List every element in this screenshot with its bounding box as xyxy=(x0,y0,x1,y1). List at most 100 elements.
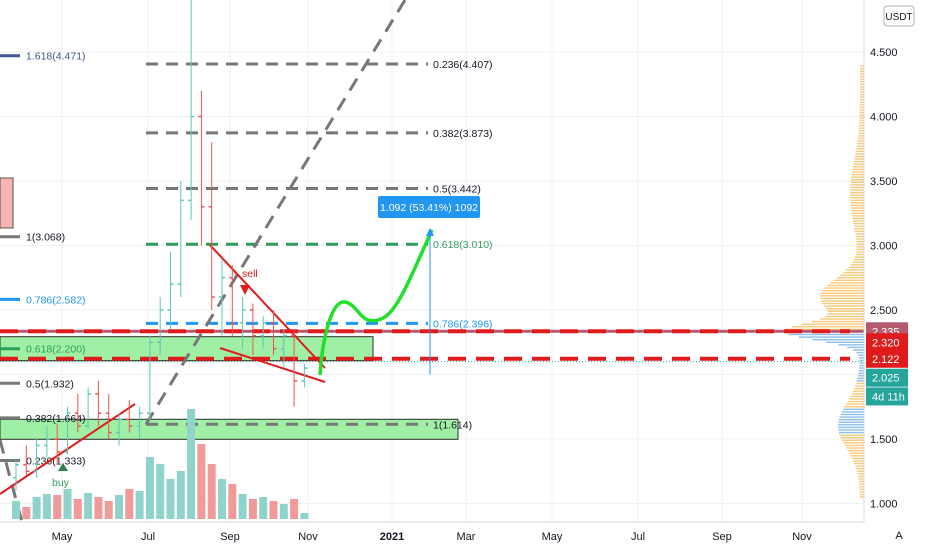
volume-bar xyxy=(176,471,185,519)
volume-profile-bar xyxy=(859,78,864,80)
volume-profile-bar xyxy=(852,261,864,263)
volume-profile-bar xyxy=(853,166,864,168)
volume-profile-bar xyxy=(833,279,864,282)
volume-profile-bar xyxy=(839,434,864,436)
volume-profile-bar xyxy=(856,145,864,147)
fib-right-label: 1(1.614) xyxy=(433,419,472,431)
volume-bar xyxy=(207,464,216,519)
volume-profile-bar xyxy=(859,65,864,67)
volume-bar xyxy=(259,497,268,519)
volume-profile-bar xyxy=(856,251,864,253)
volume-profile-bar xyxy=(788,333,864,336)
volume-profile-bar xyxy=(858,132,864,134)
volume-profile-bar xyxy=(859,88,864,91)
auto-scale-button[interactable]: A xyxy=(895,530,903,542)
volume-profile-bar xyxy=(854,387,864,390)
volume-bar xyxy=(238,494,247,519)
volume-profile-bar xyxy=(841,439,864,441)
volume-profile-bar xyxy=(840,437,864,439)
price-tag-label: 2.025 xyxy=(872,373,900,385)
volume-profile-bar xyxy=(856,380,864,382)
volume-profile-bar xyxy=(844,444,864,447)
volume-profile-bar xyxy=(824,305,864,307)
volume-profile-bar xyxy=(856,148,864,150)
volume-bar xyxy=(228,484,237,519)
volume-profile-bar xyxy=(843,408,864,411)
volume-bar xyxy=(53,495,62,519)
volume-profile-bar xyxy=(844,406,864,408)
volume-bar xyxy=(32,497,41,519)
x-tick-label: Nov xyxy=(792,531,812,543)
volume-profile-bar xyxy=(859,101,864,104)
volume-profile-bar xyxy=(827,313,864,315)
volume-profile-bar xyxy=(838,424,864,426)
volume-profile-bar xyxy=(859,367,864,369)
volume-profile-bar xyxy=(858,375,864,377)
volume-bar xyxy=(22,507,31,519)
x-tick-label: 2021 xyxy=(380,531,404,543)
volume-profile-bar xyxy=(850,194,864,196)
volume-profile-bar xyxy=(846,403,864,405)
volume-profile-bar xyxy=(838,429,864,431)
volume-profile-bar xyxy=(858,354,864,356)
volume-profile-bar xyxy=(849,452,864,454)
volume-profile-bar xyxy=(859,80,864,83)
volume-profile-bar xyxy=(826,308,864,310)
volume-profile-bar xyxy=(827,310,864,312)
volume-profile-bar xyxy=(856,382,864,385)
volume-profile-bar xyxy=(854,462,864,465)
volume-profile-bar xyxy=(854,256,864,258)
volume-bar xyxy=(63,489,72,519)
volume-profile-bar xyxy=(838,426,864,429)
volume-bar xyxy=(42,494,51,519)
volume-profile-bar xyxy=(843,271,864,274)
volume-profile-bar xyxy=(859,75,864,78)
y-tick-label: 2.500 xyxy=(870,305,898,317)
price-tag-box xyxy=(866,349,908,368)
volume-profile-bar xyxy=(850,191,864,194)
volume-profile-bar xyxy=(859,359,864,362)
volume-profile-bar xyxy=(856,470,864,472)
volume-profile-bar xyxy=(855,235,864,238)
volume-bar xyxy=(115,495,123,519)
volume-profile-bar xyxy=(854,155,864,158)
volume-profile-bar xyxy=(850,181,864,183)
volume-profile-bar xyxy=(852,171,864,173)
volume-profile-bar xyxy=(840,413,864,416)
fib-left-label: 1(3.068) xyxy=(26,232,65,244)
volume-profile-bar xyxy=(798,336,864,338)
volume-profile xyxy=(784,65,864,498)
volume-profile-bar xyxy=(850,204,864,207)
volume-bar xyxy=(73,499,82,519)
price-projection xyxy=(318,229,434,376)
volume-bar xyxy=(145,457,154,519)
volume-profile-bar xyxy=(859,117,864,119)
volume-profile-bar xyxy=(859,93,864,96)
fib-left-label: 0.786(2.582) xyxy=(26,294,86,306)
volume-profile-bar xyxy=(859,104,864,106)
currency-badge[interactable]: USDT xyxy=(883,5,915,27)
measure-label: 1.092 (53.41%) 1092 xyxy=(380,202,478,214)
price-tag-box xyxy=(866,387,908,406)
volume-profile-bar xyxy=(859,83,864,85)
time-axis[interactable]: May Jul Sep Nov 2021 Mar May Jul Sep Nov xyxy=(52,531,813,543)
volume-profile-bar xyxy=(853,225,864,227)
volume-profile-bar xyxy=(857,377,864,380)
volume-bar xyxy=(269,501,278,519)
volume-profile-bar xyxy=(859,119,864,122)
volume-profile-bar xyxy=(850,184,864,186)
y-tick-label: 1.000 xyxy=(870,499,898,511)
volume-profile-bar xyxy=(850,199,864,202)
volume-profile-bar xyxy=(838,344,864,346)
volume-profile-bar xyxy=(791,326,864,328)
x-tick-label: Nov xyxy=(298,531,318,543)
volume-profile-bar xyxy=(840,274,864,276)
volume-profile-bar xyxy=(836,277,864,279)
volume-profile-bar xyxy=(820,300,864,302)
y-tick-label: 1.500 xyxy=(870,434,898,446)
auto-scale-icon: A xyxy=(895,530,903,542)
volume-profile-bar xyxy=(853,222,864,225)
volume-profile-bar xyxy=(850,197,864,199)
